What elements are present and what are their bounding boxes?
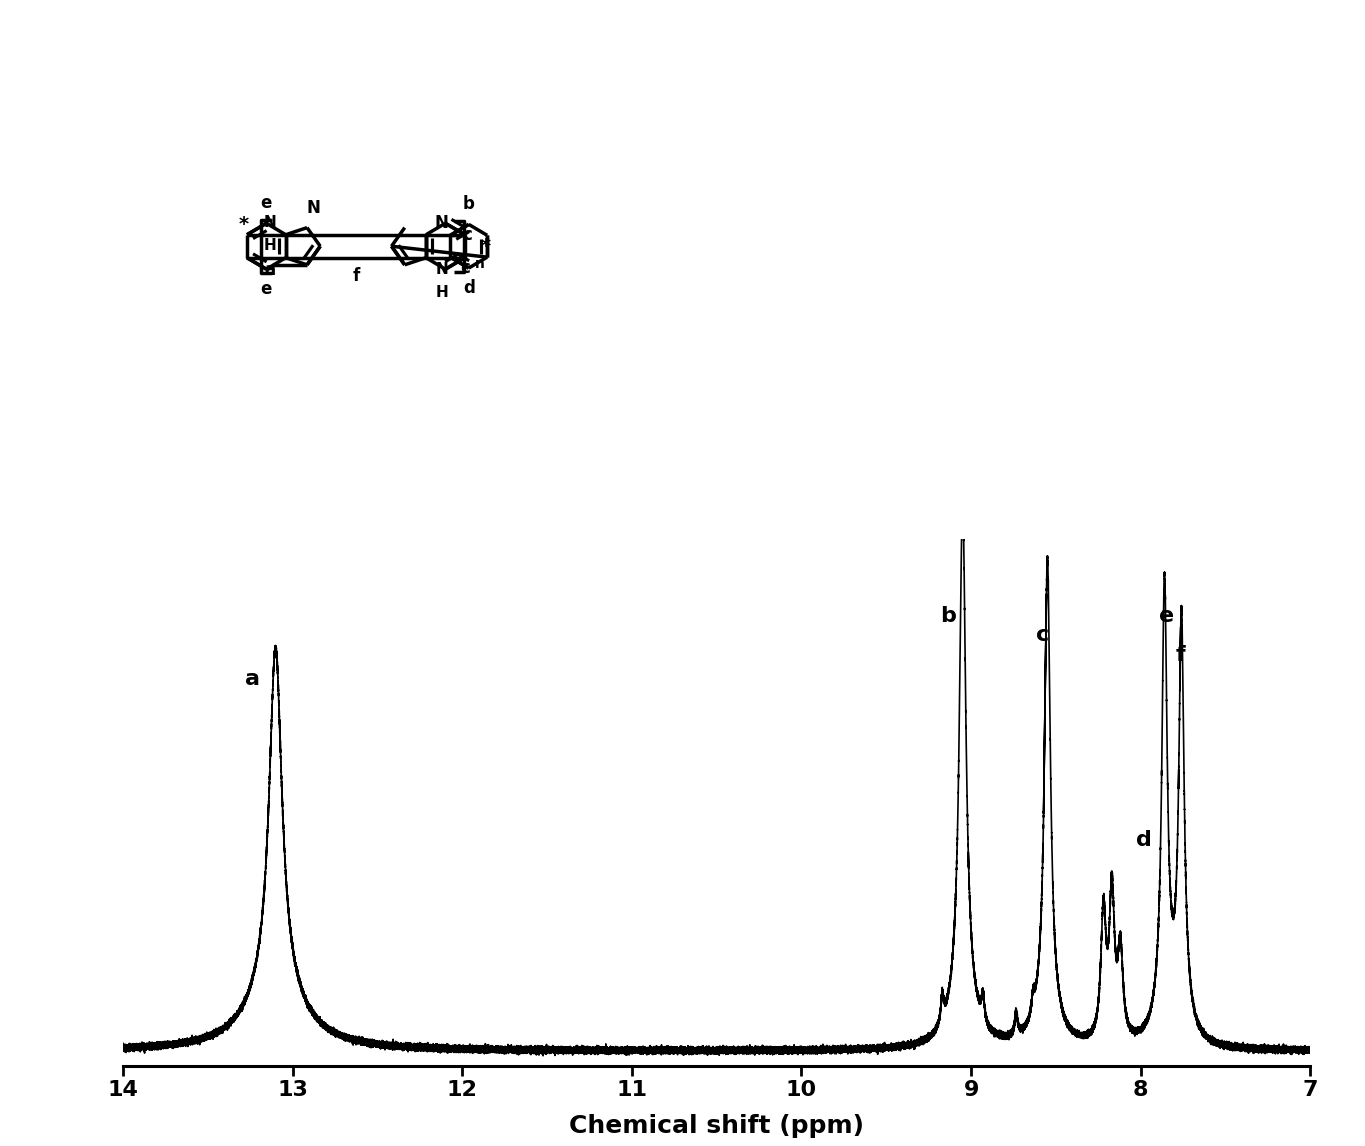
Text: e: e bbox=[261, 281, 272, 298]
Text: H: H bbox=[263, 238, 276, 253]
Text: *: * bbox=[480, 237, 490, 256]
X-axis label: Chemical shift (ppm): Chemical shift (ppm) bbox=[569, 1114, 864, 1138]
Text: f: f bbox=[352, 267, 359, 284]
Text: N: N bbox=[306, 199, 319, 218]
Text: c: c bbox=[460, 259, 470, 277]
Text: e: e bbox=[261, 194, 272, 212]
Text: n: n bbox=[475, 258, 485, 272]
Text: N: N bbox=[435, 214, 449, 231]
Text: c: c bbox=[463, 226, 472, 244]
Text: f: f bbox=[1175, 645, 1185, 665]
Text: a: a bbox=[265, 260, 276, 278]
Text: c: c bbox=[1036, 625, 1048, 645]
Text: b: b bbox=[463, 195, 475, 213]
Text: b: b bbox=[940, 605, 957, 626]
Text: a: a bbox=[244, 669, 259, 689]
Text: d: d bbox=[1136, 830, 1152, 850]
Text: N: N bbox=[263, 215, 276, 230]
Text: *: * bbox=[239, 215, 248, 234]
Text: e: e bbox=[1159, 605, 1174, 626]
Text: d: d bbox=[463, 280, 475, 297]
Text: N: N bbox=[435, 262, 448, 277]
Text: H: H bbox=[435, 285, 448, 300]
